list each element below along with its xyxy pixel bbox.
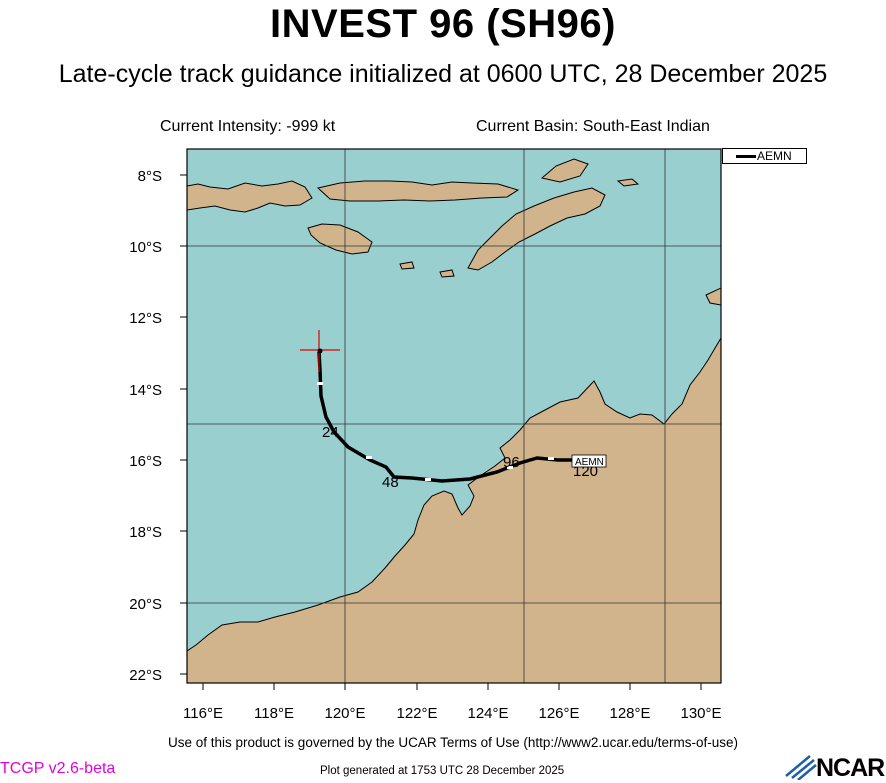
land-islet-2 [399,261,415,270]
current-intensity: Current Intensity: -999 kt [160,118,336,135]
land-sumba [307,223,373,255]
plot-generated: Plot generated at 1753 UTC 28 December 2… [320,765,565,777]
track-line-aemn [317,351,573,483]
lon-label-118e: 118°E [254,705,294,722]
lat-label-20s: 20°S [129,596,162,613]
lat-label-22s: 22°S [129,667,162,684]
lat-label-12s: 12°S [129,310,162,327]
lon-label-120e: 120°E [324,705,365,722]
ncar-logo-icon [785,755,817,780]
lon-label-122e: 122°E [396,705,437,722]
track-end-label: AEMN [575,457,604,468]
map-title: INVEST 96 (SH96) [270,2,616,46]
forecast-label-96: 96 [503,454,520,471]
forecast-label-24: 24 [322,424,339,441]
map-frame [186,148,722,684]
land-wetar [540,158,589,183]
lat-label-14s: 14°S [129,382,162,399]
lat-label-8s: 8°S [138,168,162,185]
land-islet-4 [705,287,721,306]
terms-of-use: Use of this product is governed by the U… [168,735,738,750]
version-label: TCGP v2.6-beta [0,760,116,777]
graticule [187,149,721,683]
lat-label-18s: 18°S [129,524,162,541]
legend-label-aemn: AEMN [757,149,792,163]
legend: AEMN [722,148,807,164]
current-position-marker [300,330,340,372]
lat-tick-marks [180,174,187,675]
ncar-logo: NCAR [816,754,885,782]
track-end-label-box [571,454,607,468]
legend-line-aemn [736,155,756,158]
land-sumbawa [187,180,313,213]
lon-label-116e: 116°E [183,705,223,722]
lon-label-128e: 128°E [609,705,650,722]
land-islet-3 [439,269,455,278]
track-forecast-markers [317,382,554,481]
lat-label-16s: 16°S [129,453,162,470]
lon-label-126e: 126°E [538,705,579,722]
land-islet-1 [616,178,640,187]
forecast-label-48: 48 [382,474,399,491]
lat-label-10s: 10°S [129,239,162,256]
current-basin: Current Basin: South-East Indian [476,118,710,135]
land-timor [467,187,606,271]
map-subtitle: Late-cycle track guidance initialized at… [58,60,828,88]
lon-tick-marks [202,683,702,690]
lon-label-124e: 124°E [467,705,508,722]
lon-label-130e: 130°E [680,705,721,722]
land-flores [316,180,520,202]
